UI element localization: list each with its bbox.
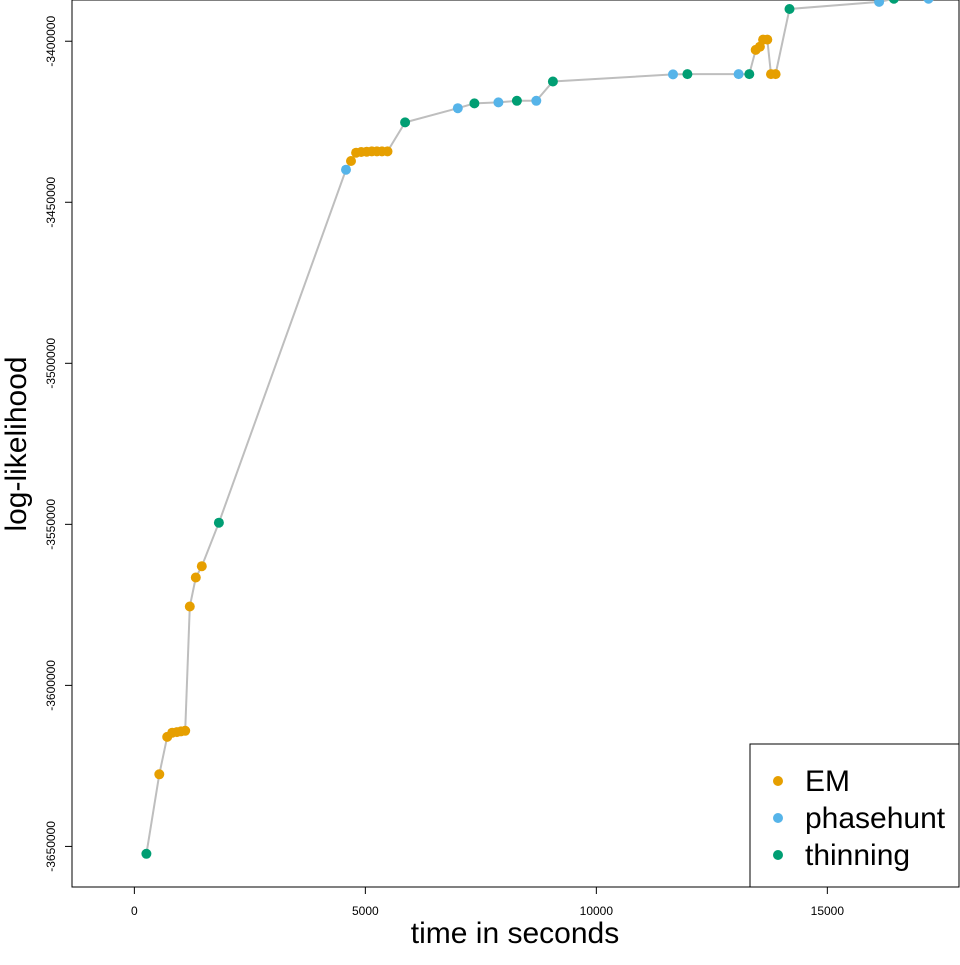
y-tick-label: -3600000 — [44, 660, 58, 711]
x-axis-title: time in seconds — [411, 917, 619, 950]
connector-line — [145, 0, 893, 854]
point-phasehunt — [668, 69, 678, 80]
x-axis: 0 5000 10000 15000 — [131, 886, 845, 918]
point-phasehunt — [531, 95, 542, 106]
point-em — [762, 34, 773, 45]
legend-label-em: EM — [805, 765, 850, 798]
point-thinning — [889, 0, 899, 4]
legend-box — [749, 743, 960, 888]
x-tick-label: 15000 — [811, 904, 845, 918]
point-em — [770, 69, 781, 80]
legend: EM phasehunt thinning — [749, 743, 960, 888]
legend-label-phasehunt: phasehunt — [805, 802, 946, 835]
legend-label-thinning: thinning — [805, 839, 910, 872]
x-tick-label: 0 — [131, 904, 138, 918]
y-tick-label: -3650000 — [44, 821, 58, 872]
legend-marker-thinning — [773, 850, 783, 860]
y-axis-title: log-likelihood — [0, 356, 33, 531]
y-tick-label: -3450000 — [44, 177, 58, 228]
y-tick-label: -3400000 — [44, 16, 58, 67]
point-thinning — [511, 95, 522, 106]
point-phasehunt — [341, 164, 351, 175]
point-thinning — [682, 69, 693, 80]
point-em — [184, 601, 195, 612]
data-points — [141, 0, 934, 859]
point-thinning — [547, 76, 558, 87]
y-tick-label: -3550000 — [44, 499, 58, 550]
point-thinning — [469, 98, 480, 109]
point-em — [382, 146, 393, 157]
point-phasehunt — [923, 0, 934, 4]
y-axis: -3400000 -3450000 -3500000 -3550000 -3600000… — [44, 16, 73, 872]
point-phasehunt — [452, 103, 463, 114]
point-thinning — [400, 117, 411, 128]
point-thinning — [744, 69, 755, 80]
point-em — [196, 561, 207, 572]
point-phasehunt — [874, 0, 885, 7]
legend-marker-em — [773, 776, 783, 786]
point-em — [346, 156, 356, 166]
point-em — [154, 769, 165, 780]
x-tick-label: 5000 — [352, 904, 379, 918]
point-thinning — [784, 4, 795, 14]
x-tick-label: 10000 — [580, 904, 614, 918]
point-phasehunt — [493, 97, 504, 108]
point-em — [180, 725, 191, 736]
point-em — [190, 572, 201, 583]
point-thinning — [141, 848, 152, 859]
point-phasehunt — [733, 69, 744, 80]
point-thinning — [213, 517, 224, 528]
y-tick-label: -3500000 — [44, 338, 58, 389]
legend-marker-phasehunt — [773, 813, 783, 823]
